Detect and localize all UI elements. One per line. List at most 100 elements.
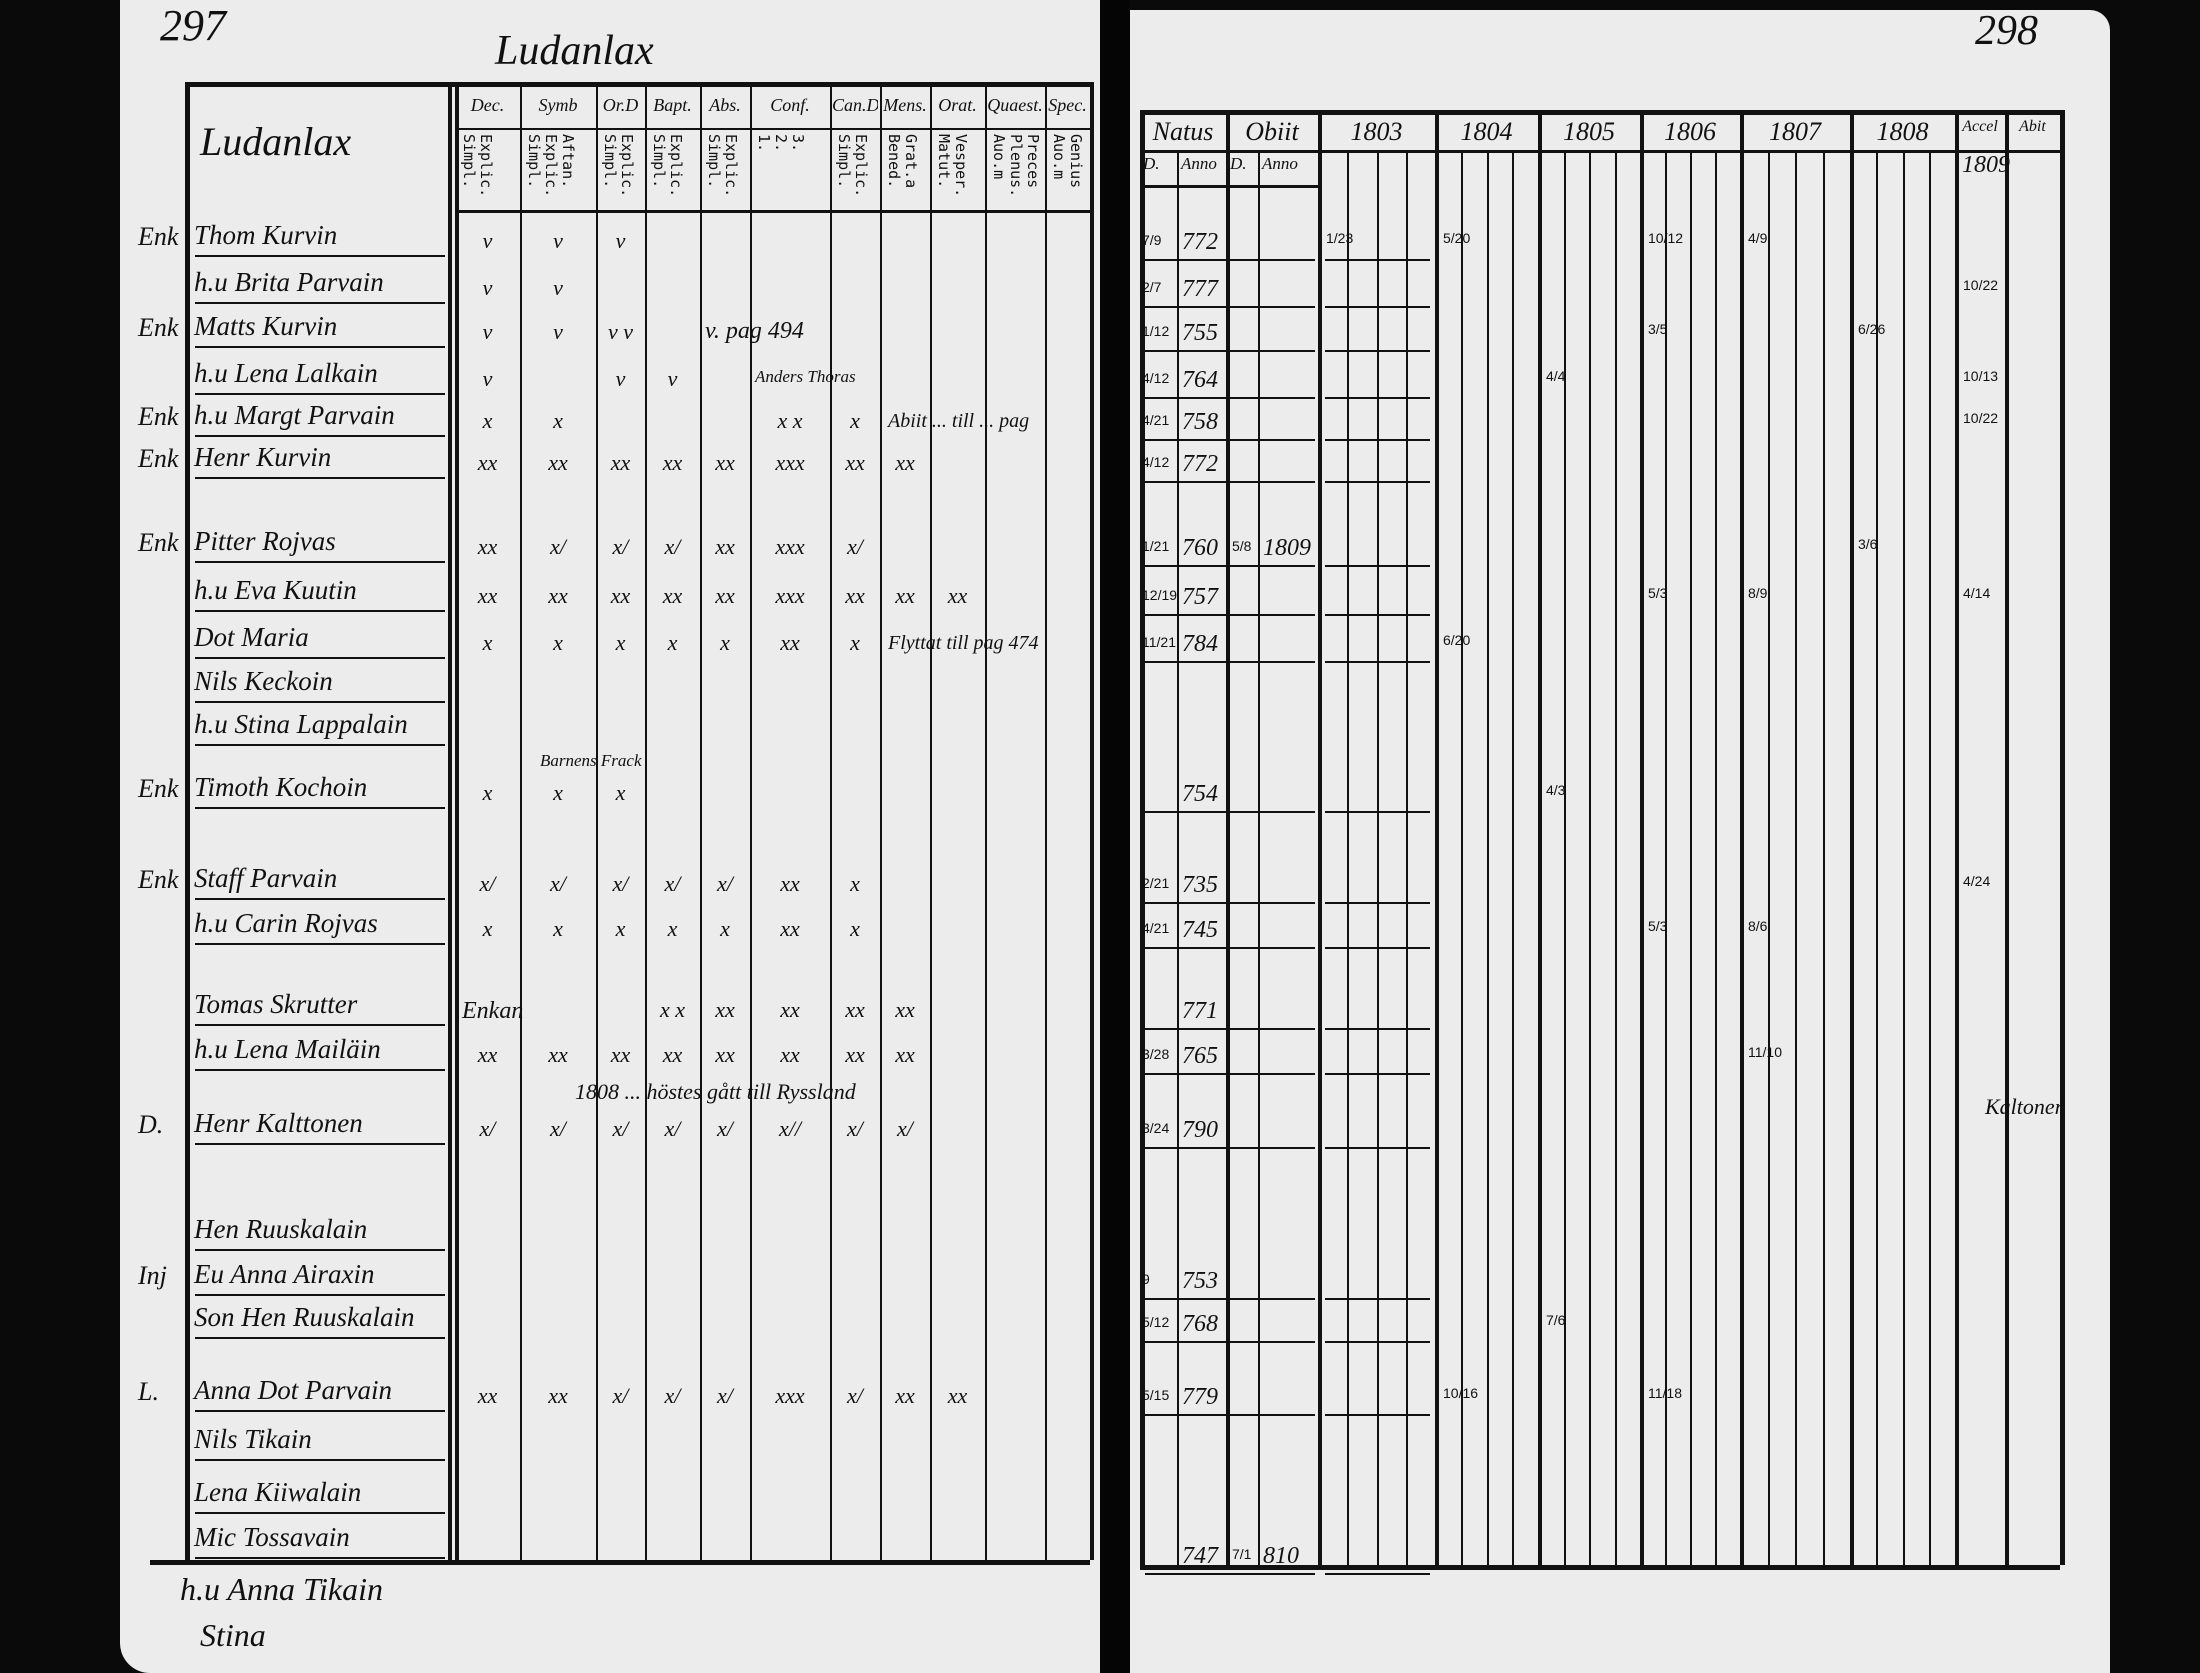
column-subheader: Vesper. Matut. [935, 134, 970, 198]
subcolumn-line [1405, 150, 1408, 1565]
exam-mark: xx [548, 450, 568, 475]
row-line [1325, 661, 1430, 663]
row-line [1145, 1573, 1315, 1575]
person-name: h.u Lena Lalkain [194, 358, 378, 388]
row-line [1325, 350, 1430, 352]
column-header: Can.D [832, 96, 878, 115]
name-column-divider [448, 82, 452, 1560]
person-name: Son Hen Ruuskalain [194, 1302, 415, 1332]
exam-date-mark: 10/13 [1963, 368, 1999, 384]
column-header: 1804 [1460, 118, 1513, 146]
exam-mark: x/ [550, 871, 566, 896]
column-header: Conf. [770, 96, 810, 115]
exam-mark: xx [715, 583, 735, 608]
name-underline [195, 1249, 445, 1251]
column-header: 1807 [1769, 118, 1821, 146]
birth-day: 2/7 [1142, 279, 1162, 295]
column-subheader: Explic. Simpl. [650, 134, 685, 198]
birth-day: 9 [1142, 1271, 1150, 1287]
exam-mark: xx [845, 583, 865, 608]
name-underline [195, 943, 445, 945]
table-title: Ludanlax [200, 119, 352, 164]
exam-mark: x/ [847, 534, 863, 559]
subcolumn-line [1902, 150, 1905, 1565]
left-page [120, 0, 1110, 1673]
column-header: 1803 [1350, 118, 1403, 146]
birth-day: 1/12 [1142, 323, 1170, 339]
exam-mark: xx [895, 450, 915, 475]
exam-mark: xx [662, 1042, 683, 1067]
subcolumn-line [1715, 150, 1717, 1565]
exam-mark: x/ [550, 534, 566, 559]
birth-year: 758 [1182, 409, 1218, 435]
exam-mark: xx [548, 1042, 568, 1067]
column-subheader: Explic. Simpl. [835, 134, 870, 198]
birth-year: 777 [1182, 276, 1218, 302]
annotation: 1808 ... höstes gått till Ryssland [575, 1079, 856, 1104]
name-underline [195, 1294, 445, 1296]
column-line [1435, 110, 1439, 1565]
exam-mark: x/ [847, 1116, 863, 1141]
exam-mark: x/ [664, 534, 681, 559]
row-line [1325, 1028, 1430, 1030]
column-subheader: 3. 2. 1. [755, 134, 807, 153]
name-underline [195, 657, 445, 659]
name-underline [195, 561, 445, 563]
exam-mark: xx [662, 450, 683, 475]
exam-date-mark: 4/24 [1963, 873, 1991, 889]
column-subheader: Aftan. Explic. Simpl. [525, 134, 577, 198]
exam-mark: xx [610, 583, 631, 608]
row-line [1145, 306, 1315, 308]
birth-day: 5/12 [1142, 1314, 1170, 1330]
column-line [1318, 110, 1322, 1565]
name-underline [195, 302, 445, 304]
name-underline [195, 1459, 445, 1461]
exam-mark: xxx [775, 583, 805, 608]
column-line [880, 82, 882, 1560]
birth-day: 1/21 [1142, 538, 1170, 554]
birth-day: 3/28 [1142, 1046, 1170, 1062]
person-name: Matts Kurvin [194, 311, 338, 341]
exam-mark: x/ [479, 1116, 496, 1141]
subcolumn-line [1589, 150, 1591, 1565]
birth-year: 772 [1182, 229, 1218, 255]
subcolumn-header: D. [1143, 154, 1160, 173]
row-line [1325, 306, 1430, 308]
exam-date-mark: 3/5 [1648, 321, 1668, 337]
exam-date-mark: 4/9 [1748, 230, 1768, 246]
exam-mark: x/ [717, 1383, 733, 1408]
birth-year: 764 [1182, 367, 1218, 393]
exam-mark: xx [947, 583, 968, 608]
row-line [1325, 1341, 1430, 1343]
exam-mark: v [615, 366, 626, 391]
name-underline [195, 1337, 445, 1339]
row-line [1145, 1414, 1315, 1416]
subcolumn-line [1614, 150, 1617, 1565]
household-prefix: Enk [138, 528, 179, 557]
column-header: 1808 [1876, 118, 1929, 146]
row-line [1145, 614, 1315, 616]
subcolumn-line [1690, 150, 1692, 1565]
person-name: Henr Kurvin [194, 442, 332, 472]
person-name: Timoth Kochoin [194, 772, 368, 802]
exam-mark: x [720, 916, 730, 941]
exam-mark: x x [777, 408, 803, 433]
column-line [1538, 110, 1542, 1565]
annotation: Anders Thoras [755, 367, 856, 386]
exam-mark: v [667, 366, 678, 391]
name-underline [195, 1024, 445, 1026]
exam-mark: v v [607, 319, 634, 344]
column-header: Spec. [1048, 96, 1087, 115]
person-name: Tomas Skrutter [194, 989, 358, 1019]
exam-date-mark: 5/20 [1443, 230, 1471, 246]
table-border-top [1140, 110, 2060, 115]
name-underline [195, 1143, 445, 1145]
household-prefix: Enk [138, 444, 179, 473]
header-divider [455, 128, 1090, 130]
birth-year: 754 [1182, 781, 1218, 807]
exam-mark: xx [895, 1042, 915, 1067]
column-line [750, 82, 752, 1560]
column-header: Obiit [1245, 118, 1299, 146]
name-underline [195, 255, 445, 257]
column-subheader: Explic. Simpl. [601, 134, 636, 198]
